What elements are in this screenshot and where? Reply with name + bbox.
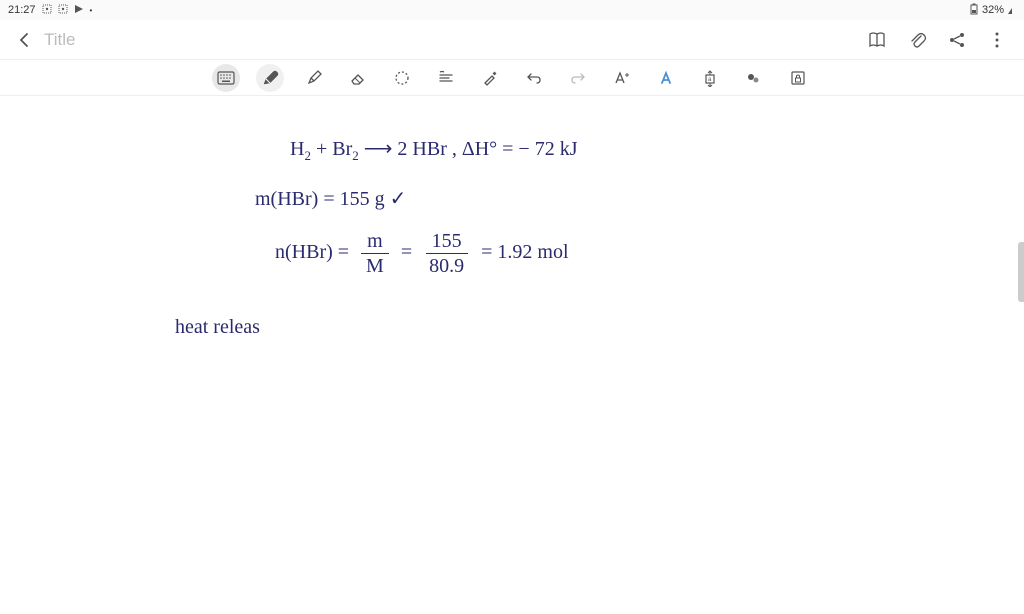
status-right: 32% xyxy=(970,3,1016,18)
drawing-canvas[interactable]: H2 + Br2 ⟶ 2 HBr , ΔH° = − 72 kJ m(HBr) … xyxy=(0,96,1024,614)
reading-mode-icon[interactable] xyxy=(866,29,888,51)
keyboard-tool[interactable] xyxy=(212,64,240,92)
play-store-icon xyxy=(74,4,84,17)
battery-icon xyxy=(970,3,978,18)
equation-line3: n(HBr) = mM = 15580.9 = 1.92 mol xyxy=(275,231,569,276)
status-bar: 21:27 • 32% xyxy=(0,0,1024,20)
status-indicator-1 xyxy=(42,4,52,17)
pen-settings-tool[interactable] xyxy=(476,64,504,92)
color-tool[interactable] xyxy=(740,64,768,92)
equation-line2: m(HBr) = 155 g ✓ xyxy=(255,186,406,211)
style-tool[interactable] xyxy=(652,64,680,92)
share-icon[interactable] xyxy=(946,29,968,51)
title-input[interactable]: Title xyxy=(44,30,866,50)
header-actions xyxy=(866,29,1008,51)
signal-icon xyxy=(1008,4,1016,17)
redo-button[interactable] xyxy=(564,64,592,92)
lock-tool[interactable] xyxy=(784,64,812,92)
undo-button[interactable] xyxy=(520,64,548,92)
app-header: Title xyxy=(0,20,1024,60)
svg-text:a: a xyxy=(708,77,712,83)
text-tool[interactable] xyxy=(608,64,636,92)
status-left: 21:27 • xyxy=(8,4,92,17)
pen-tool[interactable] xyxy=(256,64,284,92)
toolbar: a xyxy=(0,60,1024,96)
back-button[interactable] xyxy=(12,28,36,52)
highlighter-tool[interactable] xyxy=(300,64,328,92)
equation-line1: H2 + Br2 ⟶ 2 HBr , ΔH° = − 72 kJ xyxy=(290,136,578,164)
equation-line4: heat releas xyxy=(175,316,260,339)
scroll-indicator[interactable] xyxy=(1018,242,1024,302)
lasso-tool[interactable] xyxy=(388,64,416,92)
status-dot: • xyxy=(90,6,93,15)
status-time: 21:27 xyxy=(8,4,36,16)
shape-tool[interactable] xyxy=(432,64,460,92)
more-icon[interactable] xyxy=(986,29,1008,51)
attachment-icon[interactable] xyxy=(906,29,928,51)
transform-tool[interactable]: a xyxy=(696,64,724,92)
status-indicator-2 xyxy=(58,4,68,17)
battery-percent: 32% xyxy=(982,4,1004,16)
eraser-tool[interactable] xyxy=(344,64,372,92)
